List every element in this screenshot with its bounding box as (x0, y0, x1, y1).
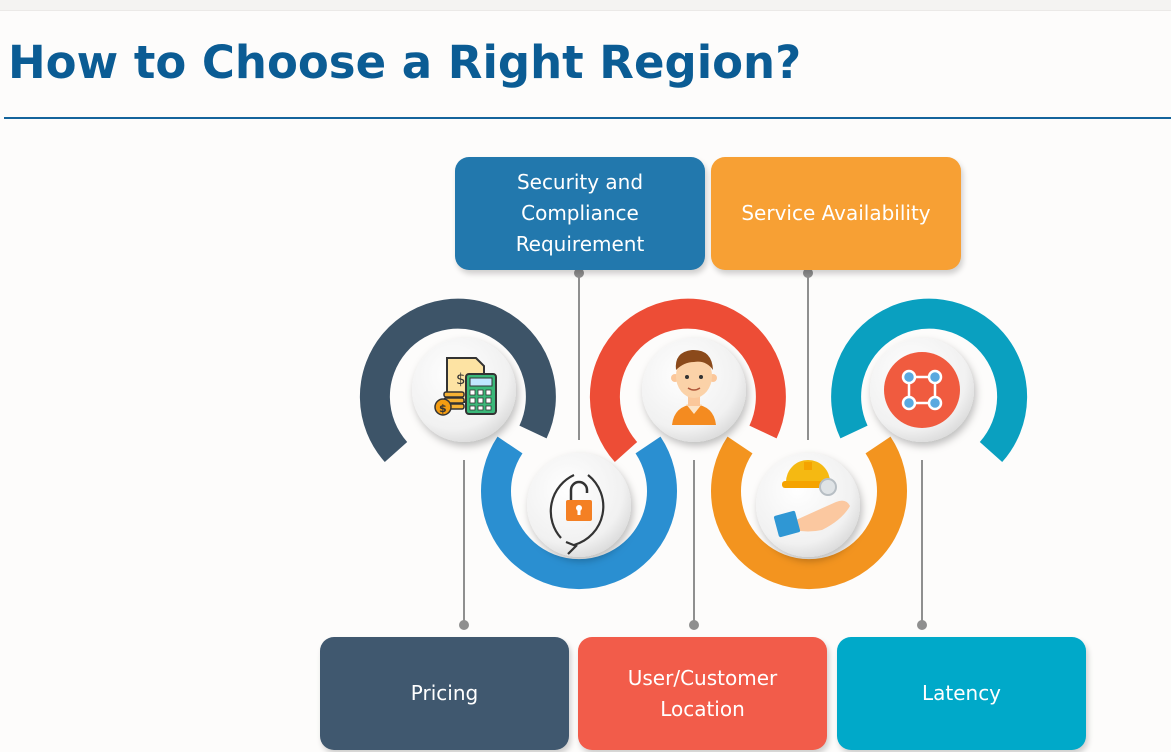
unlock-ring (481, 436, 677, 590)
title-underline (4, 117, 1171, 119)
pricing-ring (359, 298, 556, 462)
connector-lines (459, 268, 927, 630)
security-compliance-label: Security and Compliance Requirement (515, 170, 645, 256)
user-location-box: User/Customer Location (578, 637, 827, 750)
pricing-label: Pricing (410, 681, 479, 705)
latency-ring (831, 298, 1028, 462)
customer-avatar-icon (671, 349, 717, 425)
unlock-icon (549, 474, 605, 555)
page-title: How to Choose a Right Region? (8, 36, 802, 89)
top-strip (0, 0, 1171, 11)
latency-label: Latency (921, 681, 1002, 705)
pricing-box: Pricing (320, 637, 569, 750)
pricing-calculator-icon: $ $ (434, 357, 497, 416)
user-location-label: User/Customer Location (627, 665, 778, 721)
service-hand-icon (773, 460, 850, 538)
service-ring (711, 436, 907, 590)
latency-box: Latency (837, 637, 1086, 750)
security-compliance-box: Security and Compliance Requirement (455, 157, 705, 270)
service-availability-label: Service Availability (741, 201, 931, 225)
location-ring (589, 298, 786, 462)
service-availability-box: Service Availability (711, 157, 961, 270)
svg-text:$: $ (456, 370, 466, 388)
svg-text:$: $ (439, 402, 447, 415)
network-nodes-icon (884, 352, 960, 428)
